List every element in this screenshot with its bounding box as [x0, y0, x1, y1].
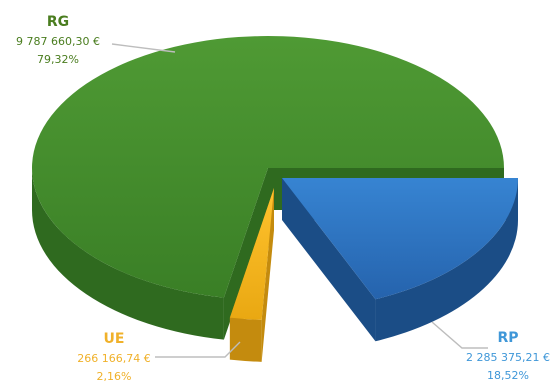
slice-percent-rg: 79,32% — [37, 53, 79, 66]
slice-label-ue: UE 266 166,74 € 2,16% — [77, 331, 150, 383]
leader-line-ue — [155, 341, 241, 358]
pie-slice-rp — [282, 178, 518, 342]
slice-percent-rp: 18,52% — [487, 369, 529, 382]
slice-value-rp: 2 285 375,21 € — [466, 351, 550, 364]
slice-value-rg: 9 787 660,30 € — [16, 35, 100, 48]
slice-name-ue: UE — [104, 331, 125, 347]
pie-slice-rp-cut-face — [282, 178, 376, 342]
pie-slice-ue-top — [229, 188, 274, 320]
pie-slice-rg-top — [32, 36, 504, 298]
leader-line-rp — [431, 321, 488, 349]
slice-name-rp: RP — [497, 330, 518, 346]
pie-slice-rp-top — [282, 178, 518, 300]
leader-line-rg — [111, 43, 176, 53]
slice-label-rp: RP 2 285 375,21 € 18,52% — [466, 330, 550, 382]
slice-name-rg: RG — [47, 14, 69, 30]
slice-percent-ue: 2,16% — [97, 370, 132, 383]
pie-slice-rg-side — [32, 168, 224, 340]
pie-slice-ue — [229, 188, 274, 362]
pie-slice-ue-side — [229, 317, 262, 362]
slice-value-ue: 266 166,74 € — [77, 352, 150, 365]
pie-slice-rg-cut-face — [223, 168, 268, 340]
pie-slice-rp-side — [375, 178, 518, 342]
slice-label-rg: RG 9 787 660,30 € 79,32% — [16, 14, 100, 66]
